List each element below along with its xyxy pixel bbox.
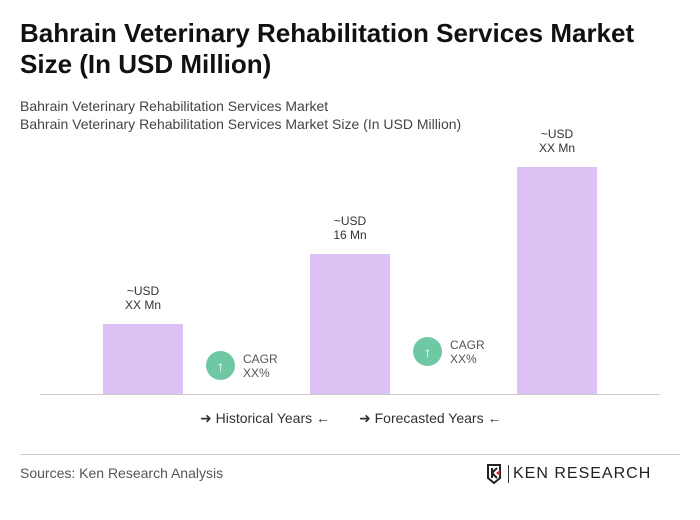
cagr-badge-2: ↑ CAGR XX% bbox=[413, 337, 485, 366]
data-label-2: ~USD 16 Mn bbox=[333, 214, 367, 242]
page-title: Bahrain Veterinary Rehabilitation Servic… bbox=[20, 18, 635, 79]
bar-2 bbox=[310, 254, 390, 394]
x-axis bbox=[40, 394, 660, 395]
logo-icon bbox=[487, 464, 501, 484]
cagr-label: CAGR bbox=[450, 337, 485, 352]
arrow-up-icon: ↑ bbox=[413, 337, 442, 366]
bar-1 bbox=[103, 324, 183, 394]
subtitle: Bahrain Veterinary Rehabilitation Servic… bbox=[20, 98, 329, 114]
cagr-label: CAGR bbox=[243, 351, 278, 366]
cagr-badge-1: ↑ CAGR XX% bbox=[206, 351, 278, 380]
bar-3 bbox=[517, 166, 597, 394]
arrow-right-icon: ➜ bbox=[359, 410, 375, 426]
legend-label: Forecasted Years bbox=[374, 410, 484, 426]
ken-research-logo: KEN RESEARCH bbox=[486, 464, 651, 484]
cagr-value: XX% bbox=[243, 365, 270, 380]
legend-label: Historical Years bbox=[215, 410, 313, 426]
legend-historical: ➜ Historical Years ← bbox=[200, 410, 330, 427]
logo-text: KEN RESEARCH bbox=[508, 465, 651, 483]
data-label-1: ~USD XX Mn bbox=[124, 284, 161, 312]
subtitle-2: Bahrain Veterinary Rehabilitation Servic… bbox=[20, 116, 462, 132]
arrow-up-icon: ↑ bbox=[206, 351, 235, 380]
divider bbox=[20, 454, 680, 455]
data-label-3: ~USD XX Mn bbox=[538, 126, 575, 155]
arrow-right-icon: ➜ bbox=[200, 410, 216, 426]
source-note: Sources: Ken Research Analysis bbox=[20, 465, 224, 481]
arrow-left-icon: ← bbox=[483, 410, 502, 426]
arrow-left-icon: ← bbox=[312, 410, 331, 426]
legend-forecasted: ➜ Forecasted Years ← bbox=[359, 410, 501, 427]
cagr-value: XX% bbox=[450, 351, 477, 366]
